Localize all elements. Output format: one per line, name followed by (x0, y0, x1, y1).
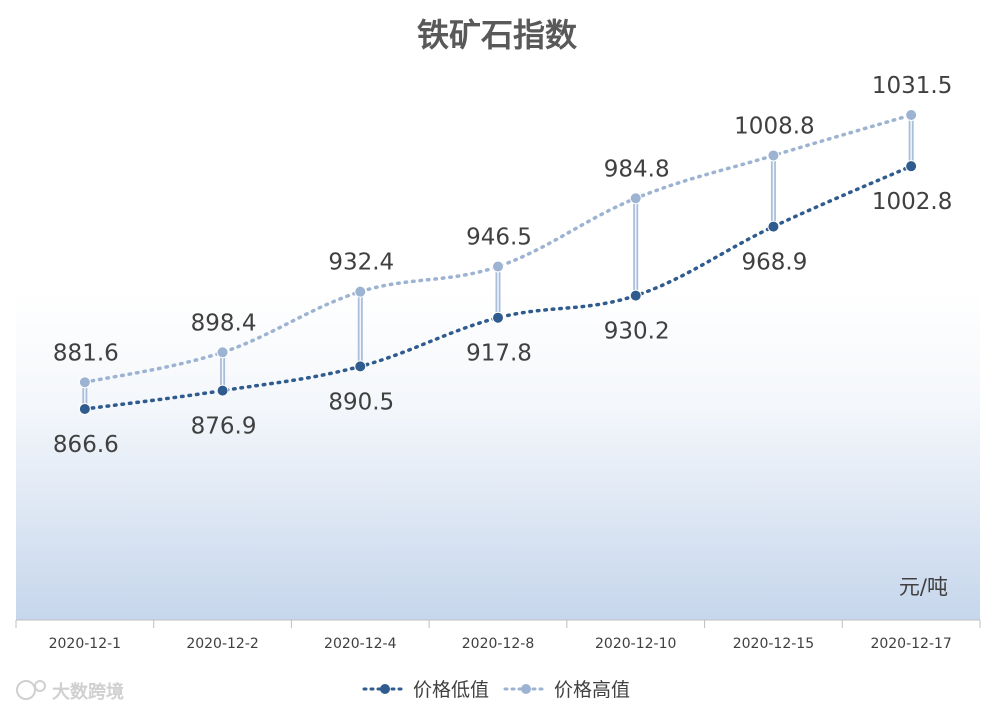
data-label-low: 968.9 (741, 250, 807, 276)
data-point-high[interactable] (492, 260, 504, 273)
legend-item-high[interactable]: 价格高值 (503, 679, 630, 701)
x-tick-label: 2020-12-2 (186, 636, 258, 652)
data-point-high[interactable] (905, 109, 918, 121)
high-low-lines (82, 112, 914, 412)
data-label-high: 946.5 (466, 225, 532, 251)
x-tick-label: 2020-12-17 (870, 636, 951, 652)
watermark-logo-icon (16, 680, 36, 700)
x-axis-ticks (15, 620, 981, 628)
data-point-low[interactable] (354, 360, 367, 373)
data-label-high: 881.6 (53, 340, 119, 366)
data-label-low: 930.2 (604, 319, 670, 345)
data-label-high: 1008.8 (734, 113, 814, 139)
legend-label-high: 价格高值 (554, 679, 630, 701)
data-label-high: 1031.5 (872, 73, 952, 99)
data-label-low: 890.5 (328, 389, 394, 415)
data-label-low: 1002.8 (872, 189, 952, 215)
data-point-low[interactable] (492, 311, 504, 324)
x-tick-label: 2020-12-15 (733, 636, 814, 652)
legend-marker-high (521, 684, 531, 694)
data-point-high[interactable] (767, 149, 780, 162)
legend-marker-low (380, 684, 390, 694)
data-labels: 881.6 898.4 932.4 946.5 984.8 1008.8 1031.5 866… (53, 73, 952, 458)
data-label-high: 984.8 (604, 156, 670, 182)
data-point-low[interactable] (629, 289, 642, 302)
data-label-low: 866.6 (53, 432, 119, 458)
watermark-text: 大数跨境 (52, 681, 124, 703)
watermark-logo-icon-inner (34, 680, 46, 692)
data-point-high[interactable] (354, 285, 367, 298)
data-point-high[interactable] (78, 376, 91, 389)
data-label-low: 917.8 (466, 341, 532, 367)
x-tick-label: 2020-12-4 (324, 636, 397, 652)
plot-area-background (16, 290, 980, 620)
data-point-high[interactable] (629, 192, 642, 205)
watermark: 大数跨境 (16, 680, 124, 703)
data-label-low: 876.9 (191, 414, 257, 440)
data-label-high: 898.4 (191, 310, 257, 336)
unit-label: 元/吨 (899, 575, 948, 599)
data-point-high[interactable] (216, 346, 229, 359)
x-tick-labels: 2020-12-1 2020-12-2 2020-12-4 2020-12-8 2020… (49, 636, 952, 652)
data-point-low[interactable] (78, 403, 91, 415)
data-point-low[interactable] (767, 220, 780, 233)
x-tick-label: 2020-12-8 (462, 636, 534, 652)
legend: 价格低值 价格高值 (362, 679, 630, 701)
data-label-high: 932.4 (328, 250, 394, 276)
data-point-low[interactable] (216, 384, 229, 397)
x-tick-label: 2020-12-1 (49, 636, 121, 652)
chart-title: 铁矿石指数 (417, 16, 578, 54)
x-tick-label: 2020-12-10 (595, 636, 676, 652)
data-point-low[interactable] (905, 160, 918, 173)
legend-label-low: 价格低值 (413, 679, 489, 701)
series-points (78, 109, 918, 415)
legend-item-low[interactable]: 价格低值 (362, 679, 489, 701)
